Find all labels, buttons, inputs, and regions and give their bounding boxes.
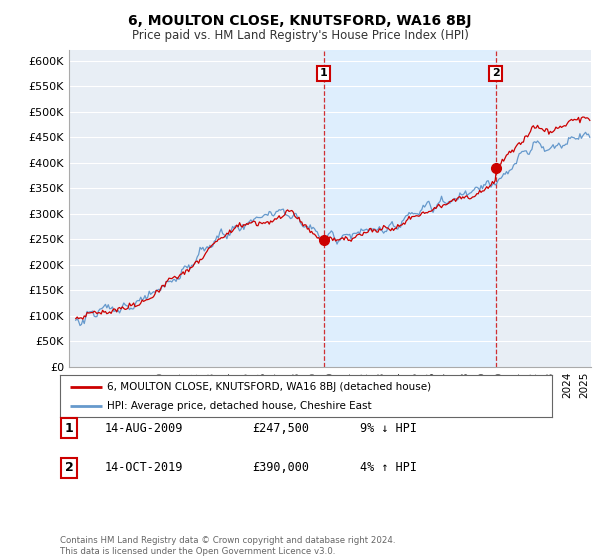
Text: 9% ↓ HPI: 9% ↓ HPI — [360, 422, 417, 435]
Text: 6, MOULTON CLOSE, KNUTSFORD, WA16 8BJ (detached house): 6, MOULTON CLOSE, KNUTSFORD, WA16 8BJ (d… — [107, 381, 431, 391]
Text: HPI: Average price, detached house, Cheshire East: HPI: Average price, detached house, Ches… — [107, 401, 371, 411]
Text: 14-OCT-2019: 14-OCT-2019 — [105, 461, 184, 474]
Bar — [323, 50, 496, 367]
Text: 1: 1 — [320, 68, 328, 78]
Text: 6, MOULTON CLOSE, KNUTSFORD, WA16 8BJ: 6, MOULTON CLOSE, KNUTSFORD, WA16 8BJ — [128, 14, 472, 28]
Text: Contains HM Land Registry data © Crown copyright and database right 2024.
This d: Contains HM Land Registry data © Crown c… — [60, 536, 395, 556]
Text: £390,000: £390,000 — [252, 461, 309, 474]
Text: 1: 1 — [65, 422, 73, 435]
Text: 2: 2 — [492, 68, 500, 78]
Text: 4% ↑ HPI: 4% ↑ HPI — [360, 461, 417, 474]
Text: £247,500: £247,500 — [252, 422, 309, 435]
Text: 14-AUG-2009: 14-AUG-2009 — [105, 422, 184, 435]
Text: Price paid vs. HM Land Registry's House Price Index (HPI): Price paid vs. HM Land Registry's House … — [131, 29, 469, 42]
Text: 2: 2 — [65, 461, 73, 474]
